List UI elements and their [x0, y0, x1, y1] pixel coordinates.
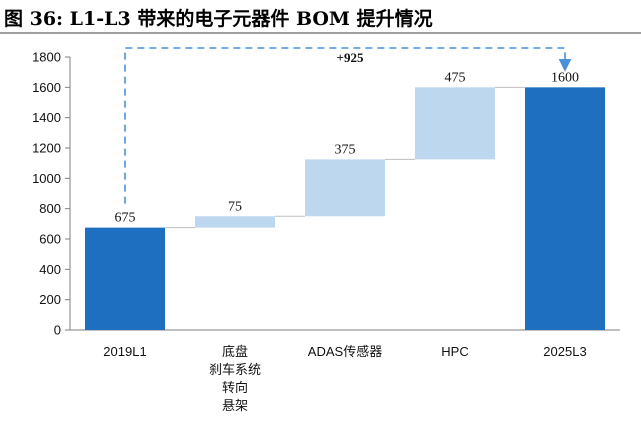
bar-0 — [85, 227, 165, 330]
y-tick-label: 800 — [39, 201, 61, 216]
increase-annotation: +925 — [337, 50, 364, 65]
x-category-label-2: ADAS传感器 — [308, 344, 382, 359]
y-tick-label: 1800 — [32, 50, 61, 65]
data-label-2: 375 — [335, 142, 356, 157]
y-tick-label: 1000 — [32, 171, 61, 186]
title-bar: 图 36: L1-L3 带来的电子元器件 BOM 提升情况 — [0, 0, 641, 34]
bar-3 — [415, 87, 495, 160]
bar-2 — [305, 159, 385, 217]
bar-1 — [195, 216, 275, 228]
x-category-label-1: 底盘刹车系统转向悬架 — [209, 344, 261, 413]
page-title: 图 36: L1-L3 带来的电子元器件 BOM 提升情况 — [4, 8, 433, 30]
data-label-0: 675 — [115, 211, 136, 226]
data-label-3: 475 — [445, 70, 466, 85]
dashed-increase-arrow — [124, 47, 572, 204]
y-tick-label: 200 — [39, 292, 61, 307]
data-label-4: 1600 — [551, 70, 579, 85]
y-tick-label: 1200 — [32, 141, 61, 156]
x-category-label-3: HPC — [441, 344, 468, 359]
y-tick-label: 600 — [39, 232, 61, 247]
bar-4 — [525, 87, 605, 330]
y-tick-label: 0 — [54, 323, 61, 338]
y-tick-label: 400 — [39, 262, 61, 277]
y-tick-label: 1600 — [32, 80, 61, 95]
x-category-label-0: 2019L1 — [103, 344, 146, 359]
x-category-label-4: 2025L3 — [543, 344, 586, 359]
y-tick-label: 1400 — [32, 110, 61, 125]
data-label-1: 75 — [228, 199, 242, 214]
